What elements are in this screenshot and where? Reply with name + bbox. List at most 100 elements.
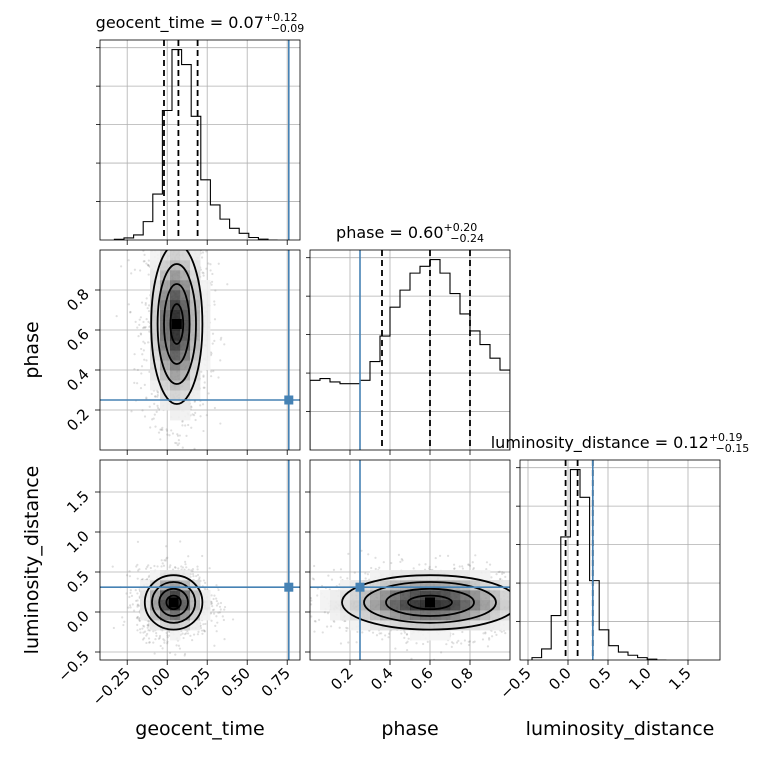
sample-point (161, 647, 164, 650)
density-cell (140, 610, 151, 621)
sample-point (532, 584, 534, 586)
sample-point (156, 395, 159, 398)
sample-point (523, 609, 525, 611)
sample-point (199, 404, 202, 407)
sample-point (202, 375, 205, 378)
histogram-phase (310, 258, 510, 450)
density-cell (200, 610, 211, 621)
density-cell (480, 580, 491, 591)
sample-point (217, 602, 220, 605)
density-cell (470, 610, 481, 621)
sample-point (533, 599, 535, 601)
sample-point (149, 566, 152, 570)
sample-point (378, 566, 381, 569)
sample-point (143, 383, 146, 386)
sample-point (143, 630, 147, 633)
sample-point (313, 630, 316, 633)
sample-point (180, 243, 182, 245)
sample-point (485, 568, 488, 571)
sample-point (215, 615, 218, 618)
density-cell (180, 370, 191, 381)
sample-point (142, 326, 145, 330)
sample-point (156, 247, 158, 249)
sample-point (142, 250, 145, 252)
sample-point (212, 608, 216, 611)
sample-point (347, 641, 350, 644)
density-cell (180, 280, 191, 291)
sample-point (183, 245, 185, 247)
density-cell (350, 590, 361, 601)
sample-point (161, 426, 164, 429)
sample-point (134, 589, 137, 592)
sample-point (153, 413, 156, 416)
sample-point (330, 578, 334, 581)
density-cell (160, 370, 171, 381)
sample-point (158, 211, 160, 213)
sample-point (127, 303, 130, 306)
sample-point (463, 639, 467, 642)
x-tick-label: 0.0 (545, 664, 575, 694)
sample-point (482, 632, 485, 635)
sample-point (467, 640, 470, 643)
sample-point (128, 570, 131, 573)
sample-point (210, 601, 213, 604)
sample-point (209, 269, 212, 272)
sample-point (310, 597, 313, 600)
sample-point (133, 353, 136, 356)
sample-point (458, 565, 461, 568)
sample-point (380, 632, 383, 635)
sample-point (169, 246, 171, 248)
density-cell (180, 400, 191, 411)
sample-point (171, 432, 175, 435)
density-cell (160, 260, 171, 271)
sample-point (144, 303, 147, 306)
density-cell (370, 610, 381, 621)
x-tick-label: 0.5 (585, 664, 615, 694)
density-cell (160, 290, 171, 301)
density-cell (190, 270, 201, 281)
sample-point (191, 413, 194, 416)
sample-point (139, 631, 142, 634)
density-cell (460, 600, 471, 611)
density-cell (170, 370, 181, 381)
sample-point (208, 221, 210, 223)
sample-point (179, 245, 181, 247)
density-cell (160, 610, 171, 621)
sample-point (361, 631, 364, 634)
sample-point (148, 370, 151, 373)
sample-point (211, 272, 214, 276)
density-cell (480, 570, 491, 581)
density-cell (440, 600, 451, 611)
sample-point (136, 616, 139, 619)
sample-point (185, 204, 187, 206)
sample-point (145, 641, 148, 645)
sample-point (174, 566, 177, 569)
sample-point (134, 320, 137, 323)
sample-point (139, 333, 143, 336)
sample-point (512, 569, 514, 571)
density-cell (150, 380, 161, 391)
sample-point (545, 586, 547, 588)
sample-point (130, 272, 133, 275)
sample-point (306, 647, 308, 649)
sample-point (190, 406, 193, 409)
sample-point (461, 567, 465, 570)
sample-point (326, 612, 330, 615)
sample-point (179, 540, 182, 543)
sample-point (353, 571, 356, 574)
sample-point (553, 593, 555, 595)
density-cell (490, 590, 501, 601)
sample-point (211, 280, 214, 283)
sample-point (529, 602, 531, 604)
density-cell (150, 350, 161, 361)
sample-point (347, 552, 350, 555)
density-cell (490, 610, 501, 621)
sample-point (202, 272, 205, 275)
sample-point (189, 634, 192, 637)
sample-point (164, 559, 167, 562)
sample-point (163, 559, 166, 562)
sample-point (179, 241, 181, 243)
sample-point (191, 568, 195, 571)
sample-point (147, 575, 150, 579)
